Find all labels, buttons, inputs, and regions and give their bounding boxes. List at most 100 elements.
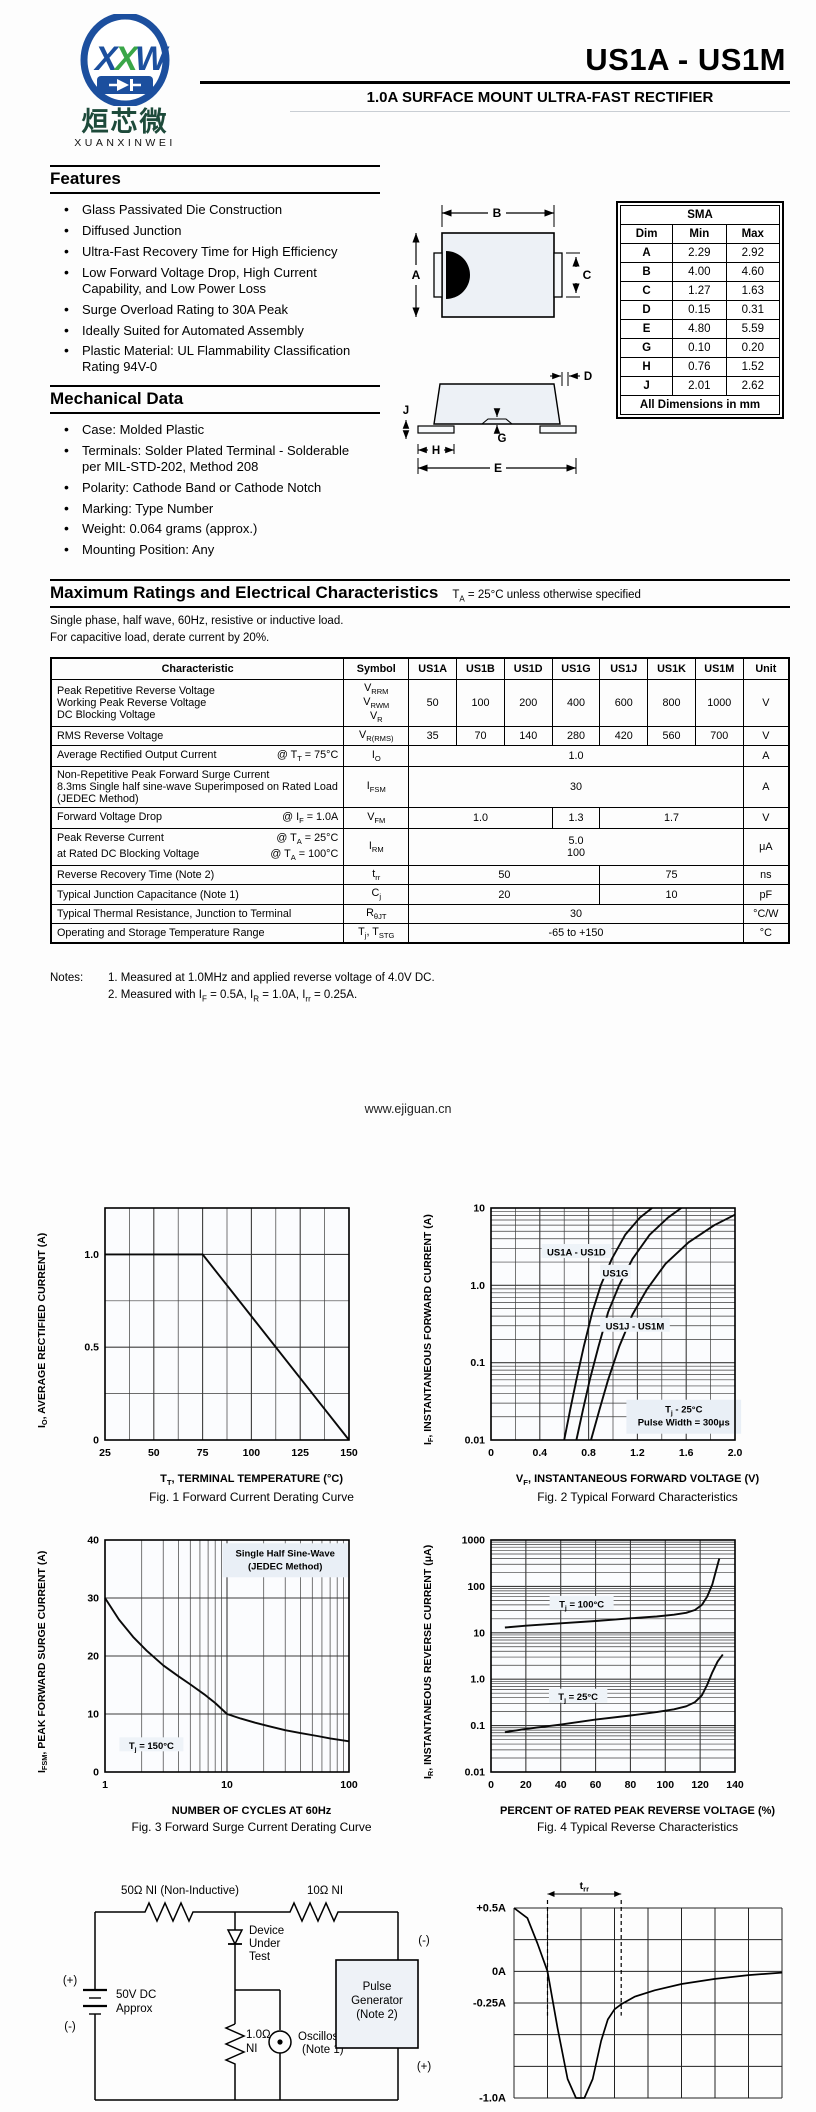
- svg-text:X: X: [93, 40, 120, 78]
- fig1-plot-column: 25 50 75 100 125 150 0 0.5 1.0 TT, TERMINAL TEMP…: [53, 1194, 420, 1504]
- characteristic-cell: Peak Reverse Current @ TA = 25°C at Rated …: [50, 828, 345, 867]
- series-label-bg: [600, 1317, 670, 1332]
- x-tick-label: 140: [726, 1779, 744, 1791]
- pulse-generator-label-3: (Note 2): [356, 2009, 398, 2021]
- y-tick-label: 10: [87, 1708, 99, 1720]
- value-cell: 560: [647, 726, 696, 747]
- ratings-section: Maximum Ratings and Electrical Character…: [0, 579, 816, 1005]
- y-tick-label: 1000: [462, 1534, 486, 1546]
- wave-y-label: -1.0A: [479, 2092, 506, 2104]
- ratings-subtext-line2: For capacitive load, derate current by 2…: [50, 632, 270, 645]
- x-tick-label: 1: [102, 1779, 108, 1791]
- y-tick-label: 10: [473, 1627, 485, 1639]
- series-label-bg: [119, 1737, 184, 1752]
- sma-min-cell: 2.29: [672, 243, 727, 264]
- x-tick-label: 80: [625, 1779, 637, 1791]
- charts-grid: IO, AVERAGE RECTIFIED CURRENT (A) 25 50 75…: [0, 1194, 816, 1856]
- left-column: Features Glass Passivated Die Constructi…: [50, 155, 380, 563]
- series-label: US1A - US1D: [547, 1247, 606, 1258]
- fig3-caption: Fig. 3 Forward Surge Current Derating Cu…: [131, 1819, 372, 1834]
- brand-chinese-name: 烜芯微: [81, 107, 169, 137]
- mechanical-item: Terminals: Solder Plated Terminal - Sold…: [64, 442, 364, 475]
- sma-min-cell: 4.00: [672, 262, 727, 283]
- x-tick-label: 20: [520, 1779, 532, 1791]
- sma-dim-cell: D: [619, 300, 674, 321]
- x-tick-label: 1.2: [630, 1447, 645, 1459]
- curve-tj-=-25c: [504, 1653, 724, 1733]
- part-number-title: US1A - US1M: [585, 42, 786, 77]
- curve-us1g: [575, 1206, 682, 1440]
- value-cell: 5.0 100: [408, 828, 744, 867]
- x-tick-label: 0.4: [533, 1447, 548, 1459]
- sma-min-cell: 0.15: [672, 300, 727, 321]
- feature-item: Diffused Junction: [64, 222, 364, 239]
- svg-text:X: X: [113, 40, 140, 78]
- company-logo-icon: X X W: [80, 14, 170, 106]
- title-block: US1A - US1M 1.0A SURFACE MOUNT ULTRA-FAS…: [200, 14, 790, 149]
- dim-label-a: A: [412, 268, 421, 282]
- x-tick-label: 125: [292, 1447, 310, 1459]
- sma-min-cell: 0.10: [672, 338, 727, 359]
- characteristic-cell: Operating and Storage Temperature Range: [50, 922, 345, 944]
- sma-dim-cell: A: [619, 243, 674, 264]
- fig2-caption: Fig. 2 Typical Forward Characteristics: [537, 1489, 738, 1504]
- figure-1: IO, AVERAGE RECTIFIED CURRENT (A) 25 50 75…: [34, 1194, 420, 1504]
- fig4-caption: Fig. 4 Typical Reverse Characteristics: [536, 1819, 739, 1834]
- package-column: B A C: [380, 155, 790, 563]
- unit-cell: A: [742, 745, 790, 768]
- ratings-notes: Notes: 1. Measured at 1.0MHz and applied…: [50, 970, 790, 1006]
- symbol-cell: IRM: [343, 828, 410, 867]
- y-tick-label: 100: [468, 1581, 486, 1593]
- unit-cell: ns: [742, 865, 790, 886]
- electrical-characteristics-table: Characteristic Symbol US1A US1B US1D US1G US1J…: [50, 656, 790, 944]
- resistor1-label: 50Ω NI (Non-Inductive): [121, 1885, 239, 1897]
- series-label: Tj​ = 25°C: [558, 1692, 598, 1705]
- sma-header-cell: Min: [672, 224, 727, 245]
- value-cell: 1000: [694, 678, 744, 728]
- y-tick-label: 0.5: [84, 1341, 99, 1353]
- y-tick-label: 1.0: [470, 1279, 485, 1291]
- characteristic-cell: RMS Reverse Voltage: [50, 726, 345, 747]
- dut-label-3: Test: [249, 1951, 271, 1963]
- y-tick-label: 0.01: [465, 1434, 486, 1446]
- package-drawings: B A C: [394, 189, 600, 489]
- mechanical-item: Marking: Type Number: [64, 500, 364, 517]
- unit-cell: V: [742, 726, 790, 747]
- characteristic-cell: Forward Voltage Drop @ IF = 1.0A: [50, 807, 345, 830]
- svg-text:W: W: [135, 40, 170, 78]
- feature-item: Surge Overload Rating to 30A Peak: [64, 301, 364, 318]
- sma-max-cell: 1.52: [725, 357, 781, 378]
- bottom-row: 50Ω NI (Non-Inductive) 10Ω NI (+) (-) 50…: [0, 1872, 816, 2112]
- value-cell: -65 to +150: [408, 922, 744, 944]
- feature-item: Plastic Material: UL Flammability Classi…: [64, 342, 364, 375]
- x-tick-label: 50: [148, 1447, 160, 1459]
- notes-lines: 1. Measured at 1.0MHz and applied revers…: [108, 970, 435, 1006]
- x-tick-label: 100: [243, 1447, 261, 1459]
- sma-max-cell: 2.92: [725, 243, 781, 264]
- dut-diode-icon: [226, 1928, 244, 1946]
- ratings-column-header: Symbol: [343, 657, 410, 680]
- ratings-column-header: Characteristic: [50, 657, 345, 680]
- value-cell: 700: [694, 726, 744, 747]
- brand-romanized-name: XUANXINWEI: [74, 137, 176, 150]
- curve-recovery-waveform: [513, 1907, 783, 2099]
- subtitle-divider: [290, 111, 790, 112]
- series-label-bg: [549, 1595, 614, 1610]
- value-cell: 280: [551, 726, 601, 747]
- x-tick-label: 0.8: [581, 1447, 596, 1459]
- mechanical-item: Weight: 0.064 grams (approx.): [64, 520, 364, 537]
- dim-label-d: D: [584, 371, 592, 383]
- unit-cell: A: [742, 766, 790, 809]
- cathode-band-mark: [446, 251, 470, 300]
- sma-dim-cell: J: [619, 376, 674, 397]
- notes-label: Notes:: [50, 971, 84, 984]
- symbol-cell: IO: [343, 745, 410, 768]
- value-cell: 70: [456, 726, 505, 747]
- note-line: 1. Measured at 1.0MHz and applied revers…: [108, 971, 435, 984]
- unit-cell: V: [742, 678, 790, 728]
- unit-cell: °C/W: [742, 903, 790, 924]
- sma-max-cell: 5.59: [725, 319, 781, 340]
- pulse-generator-label-1: Pulse: [363, 1981, 392, 1993]
